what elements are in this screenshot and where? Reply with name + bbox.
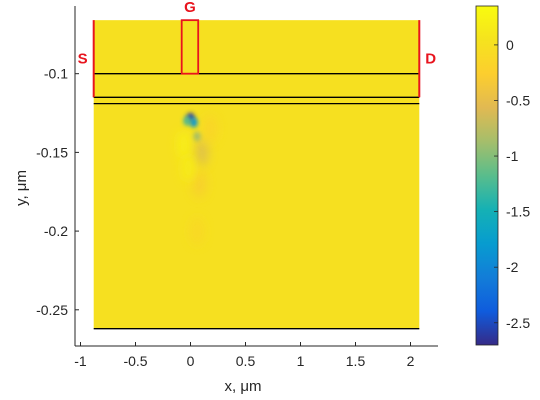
colorbar-tick-label: -1 — [506, 148, 519, 164]
x-tick-label: -0.5 — [123, 353, 147, 369]
colorbar-tick-label: -2 — [506, 259, 519, 275]
x-tick-label: 2 — [407, 353, 415, 369]
colorbar-tick-label: -2.5 — [506, 315, 530, 331]
x-tick-label: 0 — [187, 353, 195, 369]
colorbar-ticks: 0 -0.5 -1 -1.5 -2 -2.5 — [494, 37, 530, 331]
y-axis-ticks: -0.1 -0.15 -0.2 -0.25 — [36, 66, 79, 318]
x-tick-label: 0.5 — [236, 353, 256, 369]
colorbar: 0 -0.5 -1 -1.5 -2 -2.5 — [475, 5, 530, 346]
heatmap-domain — [93, 20, 420, 329]
heatmap-feature — [194, 138, 209, 167]
heatmap-feature — [176, 130, 191, 159]
colorbar-tick-label: -1.5 — [506, 204, 530, 220]
heatmap-features — [176, 112, 218, 246]
x-tick-label: -1 — [74, 353, 87, 369]
heatmap-feature — [193, 131, 202, 142]
layer-lines — [93, 73, 420, 330]
colorbar-tick-label: 0 — [506, 37, 514, 53]
heatmap-feature — [192, 169, 207, 198]
y-tick-label: -0.1 — [44, 66, 68, 82]
contact-label-s: S — [78, 51, 88, 68]
x-axis-label: x, μm — [225, 378, 262, 395]
y-tick-label: -0.2 — [44, 223, 68, 239]
heatmap-feature — [183, 115, 192, 126]
heatmap-feature — [190, 217, 205, 246]
heatmap-feature — [189, 117, 198, 128]
heatmap-feature — [203, 114, 218, 143]
plot-area: S D G -1 -0.5 0 0.5 1 1.5 2 -0.1 -0.15 -0.2 -0.25 x… — [13, 0, 438, 395]
colorbar-scale — [475, 5, 499, 346]
y-axis-label: y, μm — [13, 170, 30, 206]
x-tick-label: 1 — [297, 353, 305, 369]
gate-box — [180, 19, 200, 75]
x-tick-label: 1.5 — [346, 353, 366, 369]
heatmap-feature — [181, 154, 196, 183]
gate-label: G — [184, 0, 196, 16]
y-tick-label: -0.25 — [36, 302, 68, 318]
y-tick-label: -0.15 — [36, 144, 68, 160]
colorbar-tick-label: -0.5 — [506, 92, 530, 108]
contact-label-d: D — [425, 51, 436, 68]
device-marks: S D G — [78, 0, 436, 98]
x-axis-ticks: -1 -0.5 0 0.5 1 1.5 2 — [74, 342, 415, 369]
